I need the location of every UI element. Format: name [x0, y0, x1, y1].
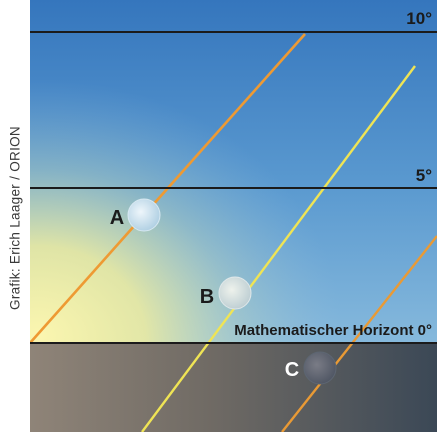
ground	[30, 343, 437, 432]
moon-b	[218, 276, 252, 310]
moon-label-c: C	[285, 359, 299, 381]
credit-panel: Grafik: Erich Laager / ORION	[0, 0, 30, 432]
moon-label-b: B	[200, 286, 214, 308]
moon-path-c	[281, 235, 437, 432]
moon-c	[303, 351, 337, 385]
moon-path-b	[141, 65, 416, 432]
moon-label-a: A	[110, 207, 124, 229]
altitude-diagram: 10° 5° Mathematischer Horizont 0° A B C	[30, 0, 437, 432]
credit-text: Grafik: Erich Laager / ORION	[7, 126, 23, 310]
label-5-degrees: 5°	[416, 166, 432, 185]
label-10-degrees: 10°	[406, 9, 432, 28]
label-horizon: Mathematischer Horizont 0°	[234, 322, 432, 339]
moon-a	[127, 198, 161, 232]
